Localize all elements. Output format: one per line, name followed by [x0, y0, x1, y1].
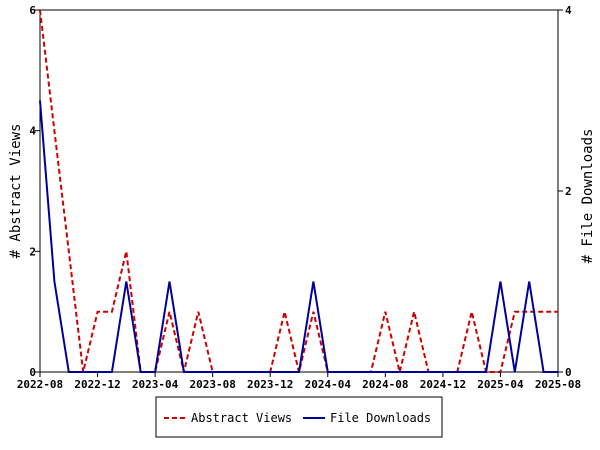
y-right-tick-label: 4 [565, 4, 572, 17]
y-left-tick-label: 6 [29, 4, 36, 17]
y-left-tick-label: 4 [29, 125, 36, 138]
y-axis-right-title: # File Downloads [580, 129, 596, 264]
y-left-tick-label: 2 [29, 245, 36, 258]
x-tick-label: 2023-08 [189, 378, 235, 391]
x-tick-label: 2024-04 [305, 378, 352, 391]
series-layer [39, 9, 558, 373]
legend: Abstract Views File Downloads [155, 396, 443, 438]
y-right-tick-label: 0 [565, 366, 572, 379]
plot-area [39, 9, 559, 373]
legend-label-file-downloads: File Downloads [330, 411, 431, 425]
x-tick-label: 2023-04 [132, 378, 179, 391]
y-axis-left-title: # Abstract Views [8, 124, 24, 259]
x-tick-label: 2022-12 [74, 378, 120, 391]
axis-layer: 2022-08 2022-12 2023-04 2023-08 2023-12 2024-… [17, 4, 581, 391]
x-tick-label: 2023-12 [247, 378, 293, 391]
legend-label-abstract-views: Abstract Views [191, 411, 292, 425]
x-tick-label: 2024-08 [362, 378, 408, 391]
x-tick-label: 2024-12 [420, 378, 466, 391]
y-right-tick-label: 2 [565, 185, 572, 198]
legend-box [155, 396, 443, 438]
x-tick-label: 2025-08 [535, 378, 581, 391]
x-tick-label: 2025-04 [477, 378, 524, 391]
x-tick-label: 2022-08 [17, 378, 63, 391]
series-line-file-downloads [39, 100, 558, 373]
y-left-tick-label: 0 [29, 366, 36, 379]
